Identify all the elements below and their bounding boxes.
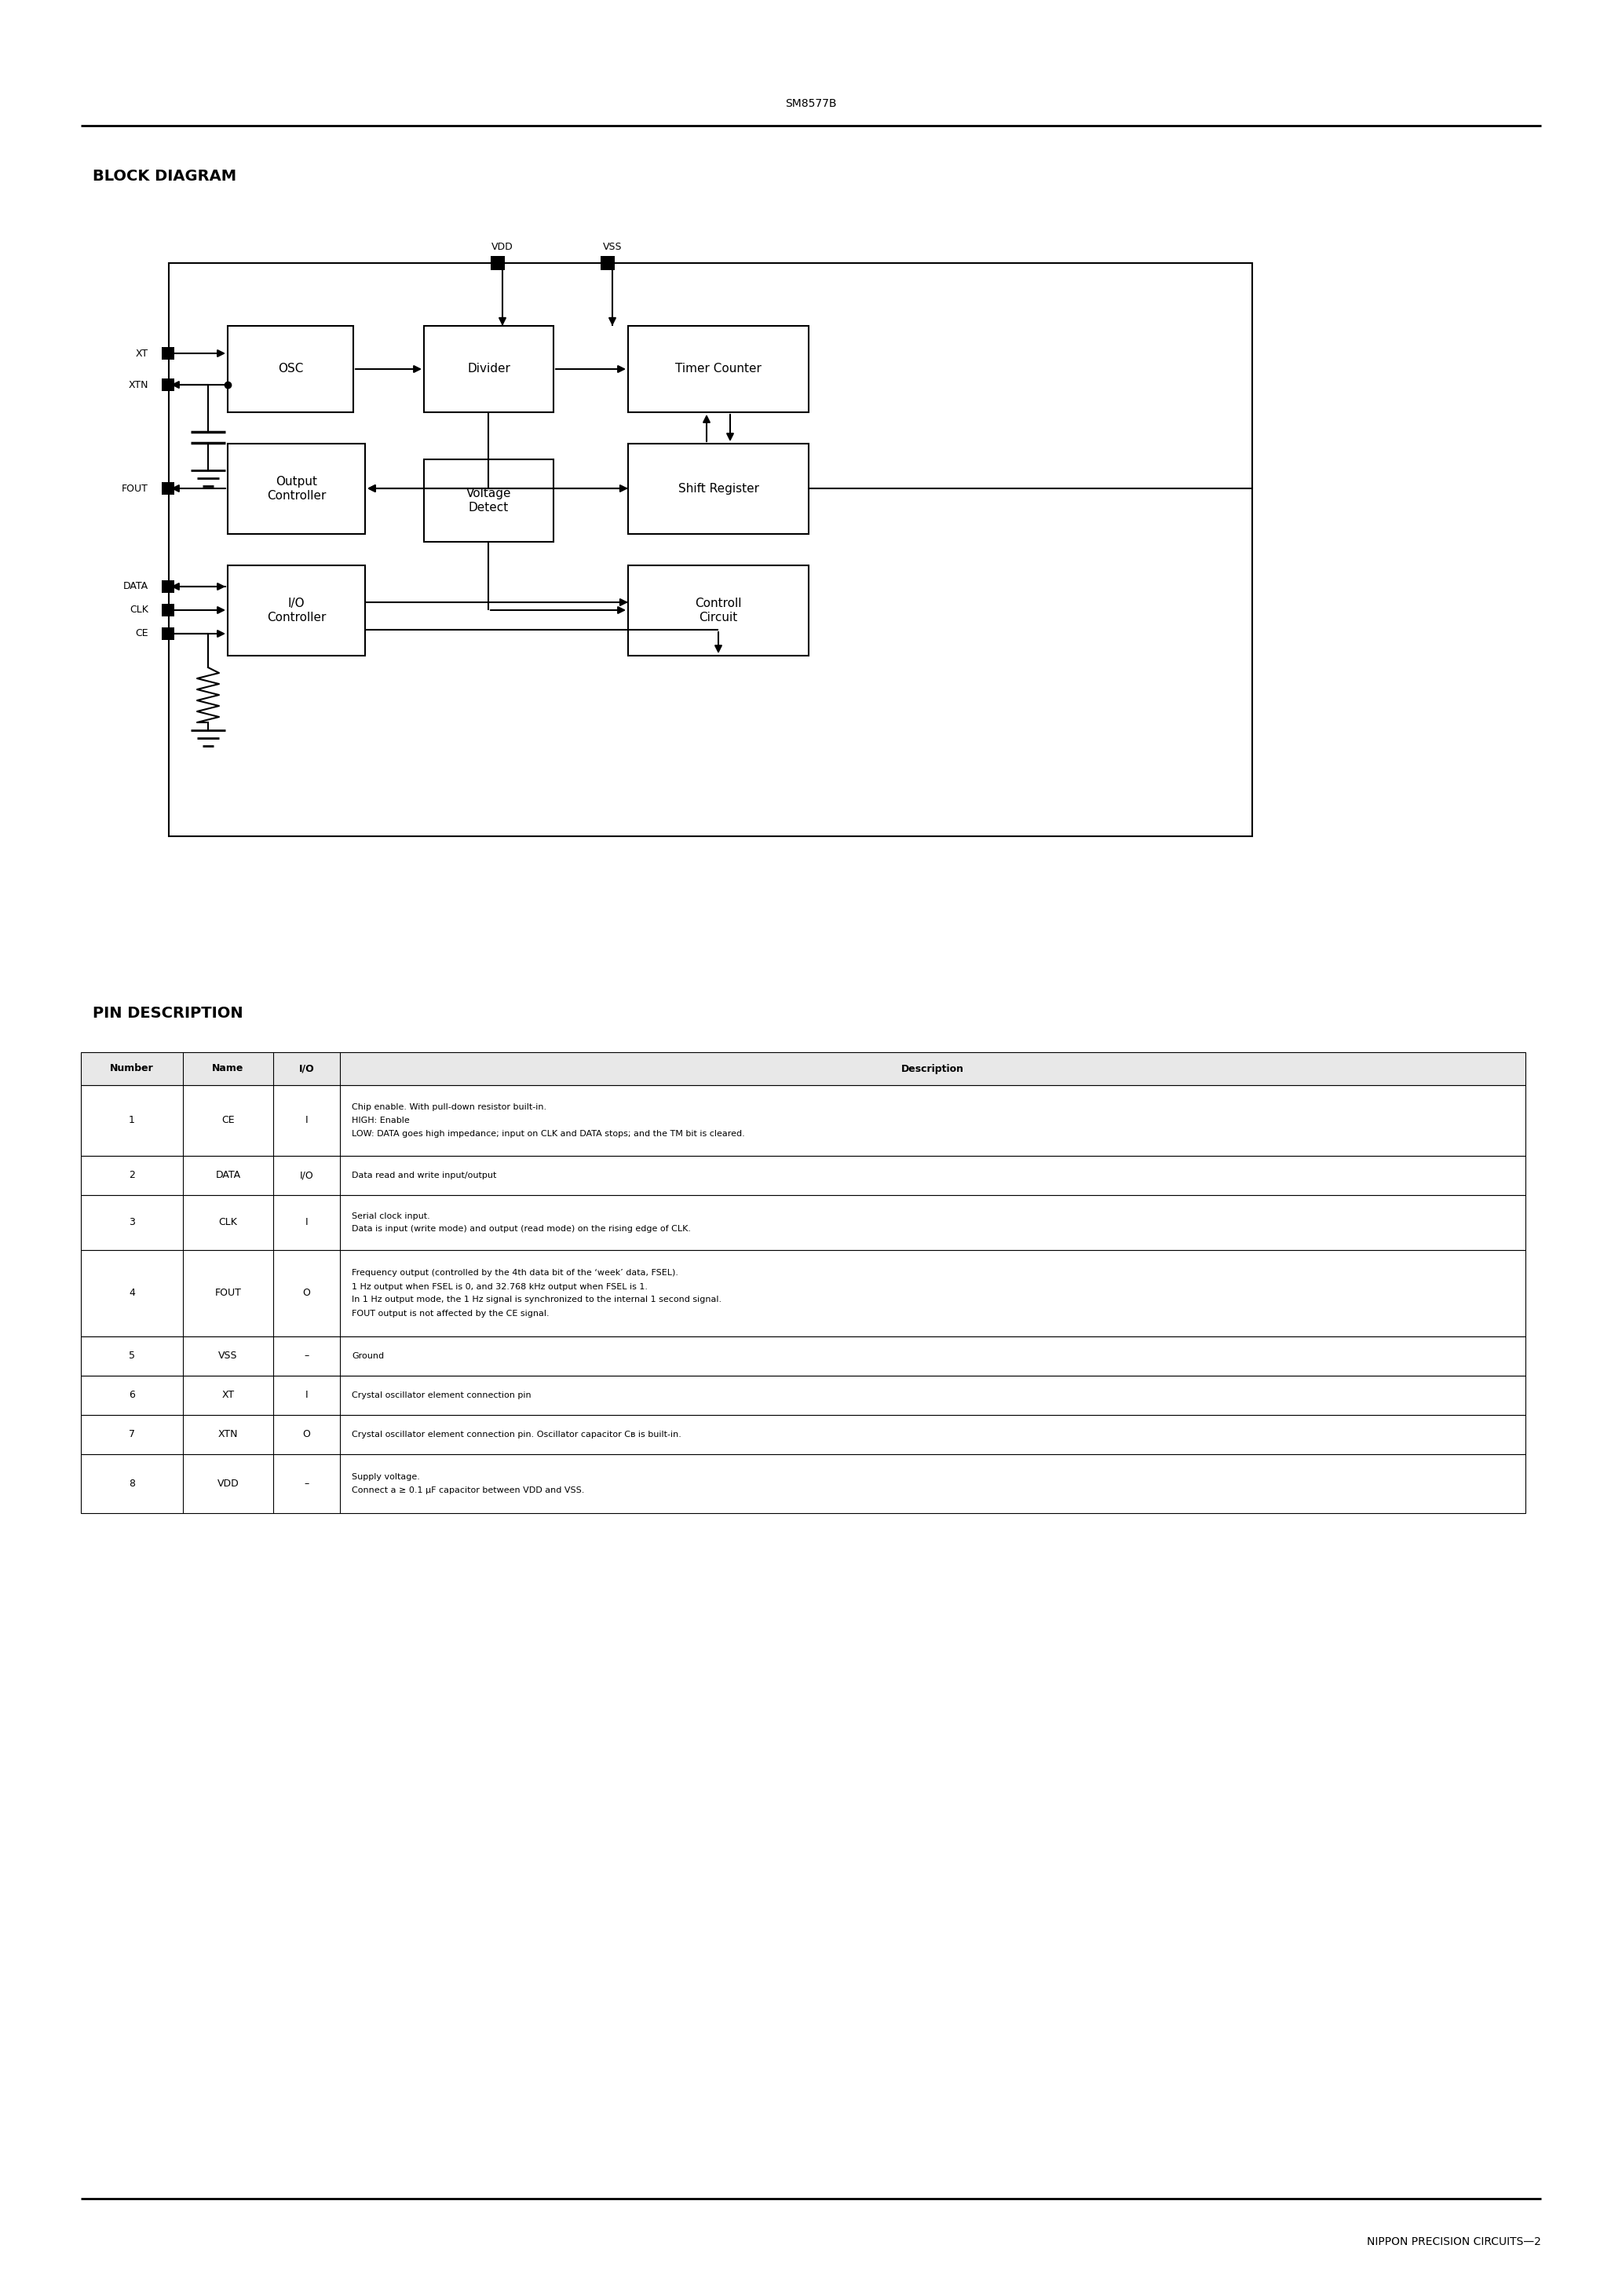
- Text: Supply voltage.: Supply voltage.: [352, 1474, 420, 1481]
- Text: OSC: OSC: [277, 363, 303, 374]
- Text: I: I: [305, 1217, 308, 1228]
- Text: 2: 2: [128, 1171, 135, 1180]
- Text: Description: Description: [902, 1063, 963, 1075]
- Bar: [628, 443, 809, 535]
- Bar: [423, 326, 553, 413]
- Text: 1 Hz output when FSEL is 0, and 32.768 kHz output when FSEL is 1.: 1 Hz output when FSEL is 0, and 32.768 k…: [352, 1283, 647, 1290]
- Text: Name: Name: [212, 1063, 243, 1075]
- Text: 6: 6: [128, 1391, 135, 1401]
- Bar: [81, 1155, 1525, 1196]
- Text: XTN: XTN: [217, 1430, 238, 1440]
- Bar: [162, 627, 174, 641]
- Text: CE: CE: [135, 629, 148, 638]
- Text: Data read and write input/output: Data read and write input/output: [352, 1171, 496, 1180]
- Text: 3: 3: [128, 1217, 135, 1228]
- Bar: [162, 347, 174, 360]
- Bar: [81, 1414, 1525, 1453]
- Text: Timer Counter: Timer Counter: [675, 363, 761, 374]
- Text: XTN: XTN: [128, 379, 148, 390]
- Text: 5: 5: [128, 1350, 135, 1362]
- Bar: [162, 604, 174, 615]
- Bar: [81, 1336, 1525, 1375]
- Text: PIN DESCRIPTION: PIN DESCRIPTION: [92, 1006, 243, 1019]
- Text: Circuit: Circuit: [699, 611, 738, 625]
- Bar: [81, 1196, 1525, 1249]
- Text: Divider: Divider: [467, 363, 511, 374]
- Bar: [162, 379, 174, 390]
- Text: SM8577B: SM8577B: [785, 99, 837, 110]
- Text: Serial clock input.: Serial clock input.: [352, 1212, 430, 1219]
- Bar: [628, 565, 809, 657]
- Bar: [81, 1249, 1525, 1336]
- Text: –: –: [305, 1350, 310, 1362]
- Text: Frequency output (controlled by the 4th data bit of the ‘week’ data, FSEL).: Frequency output (controlled by the 4th …: [352, 1270, 678, 1277]
- Text: Data is input (write mode) and output (read mode) on the rising edge of CLK.: Data is input (write mode) and output (r…: [352, 1226, 691, 1233]
- Text: Detect: Detect: [469, 503, 509, 514]
- Text: Number: Number: [110, 1063, 154, 1075]
- Bar: [162, 581, 174, 592]
- Bar: [81, 1086, 1525, 1155]
- Text: CE: CE: [222, 1116, 235, 1125]
- Text: Voltage: Voltage: [466, 487, 511, 501]
- Bar: [227, 326, 354, 413]
- Text: FOUT output is not affected by the CE signal.: FOUT output is not affected by the CE si…: [352, 1309, 550, 1318]
- Text: Ground: Ground: [352, 1352, 384, 1359]
- Bar: [162, 482, 174, 494]
- Text: Chip enable. With pull-down resistor built-in.: Chip enable. With pull-down resistor bui…: [352, 1104, 547, 1111]
- Text: FOUT: FOUT: [214, 1288, 242, 1297]
- Text: Controll: Controll: [694, 597, 741, 608]
- Text: I: I: [305, 1116, 308, 1125]
- Text: VSS: VSS: [219, 1350, 238, 1362]
- Text: Controller: Controller: [266, 489, 326, 503]
- Bar: [491, 255, 504, 271]
- Text: VSS: VSS: [603, 243, 621, 253]
- Text: XT: XT: [136, 349, 148, 358]
- Text: BLOCK DIAGRAM: BLOCK DIAGRAM: [92, 170, 237, 184]
- Bar: [628, 326, 809, 413]
- Text: HIGH: Enable: HIGH: Enable: [352, 1116, 410, 1125]
- Text: O: O: [303, 1288, 310, 1297]
- Text: Connect a ≥ 0.1 μF capacitor between VDD and VSS.: Connect a ≥ 0.1 μF capacitor between VDD…: [352, 1486, 584, 1495]
- Text: LOW: DATA goes high impedance; input on CLK and DATA stops; and the TM bit is cl: LOW: DATA goes high impedance; input on …: [352, 1130, 744, 1139]
- Text: 1: 1: [128, 1116, 135, 1125]
- Text: VDD: VDD: [217, 1479, 238, 1488]
- Text: Crystal oscillator element connection pin: Crystal oscillator element connection pi…: [352, 1391, 532, 1398]
- Text: FOUT: FOUT: [122, 482, 148, 494]
- Text: I: I: [305, 1391, 308, 1401]
- Text: I/O: I/O: [298, 1063, 315, 1075]
- Bar: [81, 1052, 1525, 1086]
- Text: I/O: I/O: [287, 597, 305, 608]
- Text: DATA: DATA: [123, 581, 148, 592]
- Text: Shift Register: Shift Register: [678, 482, 759, 494]
- Text: 4: 4: [128, 1288, 135, 1297]
- Bar: [81, 1375, 1525, 1414]
- Text: CLK: CLK: [219, 1217, 237, 1228]
- Text: 7: 7: [128, 1430, 135, 1440]
- Bar: [227, 443, 365, 535]
- Text: –: –: [305, 1479, 310, 1488]
- Text: I/O: I/O: [300, 1171, 313, 1180]
- Text: In 1 Hz output mode, the 1 Hz signal is synchronized to the internal 1 second si: In 1 Hz output mode, the 1 Hz signal is …: [352, 1295, 722, 1304]
- Text: CLK: CLK: [130, 606, 148, 615]
- Text: DATA: DATA: [216, 1171, 240, 1180]
- Text: Crystal oscillator element connection pin. Oscillator capacitor Cʙ is built-in.: Crystal oscillator element connection pi…: [352, 1430, 681, 1440]
- Text: NIPPON PRECISION CIRCUITS—2: NIPPON PRECISION CIRCUITS—2: [1367, 2236, 1541, 2248]
- Bar: [423, 459, 553, 542]
- Text: Controller: Controller: [266, 611, 326, 625]
- Bar: [600, 255, 615, 271]
- Text: 8: 8: [128, 1479, 135, 1488]
- Bar: [169, 264, 1252, 836]
- Text: Output: Output: [276, 475, 318, 487]
- Bar: [81, 1453, 1525, 1513]
- Text: VDD: VDD: [491, 243, 513, 253]
- Text: O: O: [303, 1430, 310, 1440]
- Bar: [227, 565, 365, 657]
- Text: XT: XT: [222, 1391, 235, 1401]
